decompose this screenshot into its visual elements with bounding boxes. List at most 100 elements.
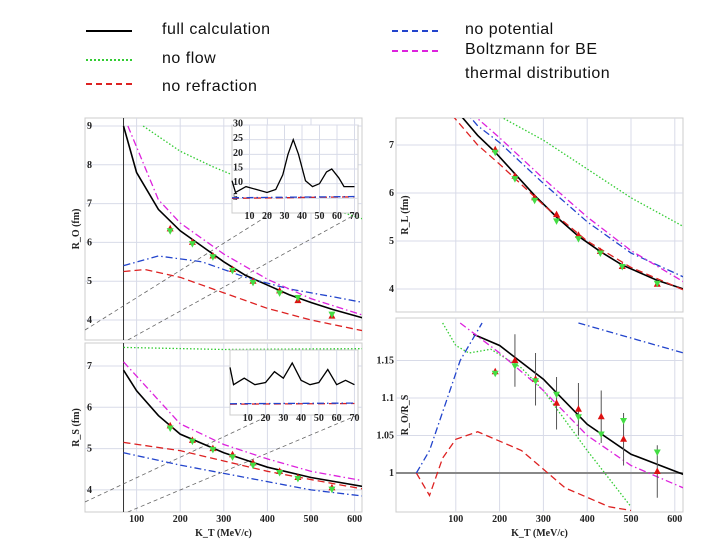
- x-tick-label: 600: [347, 514, 362, 525]
- x-tick-label: 100: [129, 514, 144, 525]
- x-tick-label: 500: [624, 514, 639, 525]
- inset-x-tick-label: 60: [332, 413, 342, 424]
- zoom-guide-line: [85, 212, 273, 331]
- series-line-no-flow: [123, 346, 362, 351]
- y-tick-label: 5: [87, 276, 92, 287]
- inset-y-tick-label: 25: [233, 133, 243, 144]
- panel-top-right: [395, 117, 684, 313]
- data-point-green: [532, 378, 540, 385]
- x-tick-label: 100: [448, 514, 463, 525]
- inset-x-tick-label: 10: [243, 413, 253, 424]
- data-point-green: [511, 363, 519, 370]
- data-point-green: [620, 418, 628, 425]
- inset-series-line: [231, 137, 355, 194]
- data-point-red: [620, 435, 628, 442]
- series-line-no-potential: [578, 322, 683, 354]
- data-point-green: [491, 149, 499, 157]
- inset-series-line: [229, 402, 355, 405]
- legend-label-nopotential: no potential: [465, 21, 554, 38]
- data-point-green: [328, 486, 336, 494]
- y-tick-label: 5: [389, 236, 394, 247]
- data-point-green: [531, 197, 539, 205]
- inset-series-line: [229, 361, 355, 386]
- series-line-no-potential: [123, 452, 362, 497]
- y-tick-label: 9: [87, 121, 92, 132]
- data-point-green: [249, 279, 257, 287]
- data-point-red: [553, 399, 561, 406]
- legend-swatch-boltzmann: [392, 50, 438, 52]
- y-tick-label: 7: [87, 199, 92, 210]
- x-tick-label: 400: [580, 514, 595, 525]
- panel-content: [396, 318, 683, 512]
- data-point-red: [653, 467, 661, 474]
- data-point-green: [653, 280, 661, 288]
- panel-frame: [395, 117, 684, 313]
- y-tick-label: 6: [389, 188, 394, 199]
- y-tick-label: 8: [87, 160, 92, 171]
- inset-x-tick-label: 20: [262, 211, 272, 222]
- y-tick-label: 1.05: [377, 431, 395, 442]
- panel-bottom-right: [395, 317, 684, 513]
- data-point-green: [511, 176, 519, 183]
- data-point-green: [491, 370, 499, 378]
- data-point-green: [553, 391, 561, 399]
- inset-y-tick-label: 10: [233, 177, 243, 188]
- legend-swatch-nopotential: [392, 30, 438, 32]
- data-point-green: [294, 475, 302, 483]
- y-tick-label: 7: [389, 140, 394, 151]
- series-line-full-calculation: [122, 369, 362, 488]
- inset-plot: 10 20 30 40 50 60 70: [229, 349, 359, 424]
- y-tick-label: 4: [389, 284, 394, 295]
- legend-label-boltzmann: Boltzmann for BE: [465, 41, 598, 58]
- data-point-green: [328, 311, 336, 319]
- data-point-green: [188, 241, 196, 248]
- legend-label-thermal: thermal distribution: [465, 65, 611, 82]
- data-point-green: [596, 250, 604, 257]
- inset-y-tick-label: 30: [233, 119, 243, 130]
- x-tick-label: 300: [216, 514, 231, 525]
- series-line-boltzmann-for-be: [123, 361, 362, 482]
- series-line-boltzmann-for-be: [127, 125, 362, 316]
- panel-frame: [395, 317, 684, 513]
- inset-x-tick-label: 40: [296, 413, 306, 424]
- data-point-red: [553, 210, 561, 218]
- x-tick-label: 400: [260, 514, 275, 525]
- legend-swatch-norefraction: [86, 83, 132, 85]
- zoom-guide-line: [127, 212, 359, 340]
- zoom-guide-line: [85, 414, 271, 503]
- data-point-green: [276, 470, 284, 477]
- x-tick-label: 200: [492, 514, 507, 525]
- data-point-green: [229, 454, 237, 461]
- y-tick-label: 6: [87, 237, 92, 248]
- y-axis-label: R_L (fm): [400, 195, 411, 234]
- data-point-red: [597, 412, 605, 420]
- inset-x-tick-label: 60: [332, 211, 342, 222]
- data-point-red: [511, 356, 519, 363]
- x-tick-label: 600: [667, 514, 682, 525]
- panel-content: [396, 118, 683, 312]
- series-line-no-potential: [123, 255, 362, 303]
- x-axis-label: K_T (MeV/c): [195, 528, 252, 539]
- y-tick-label: 5: [87, 444, 92, 455]
- data-point-green: [276, 290, 284, 297]
- series-line-no-potential: [415, 322, 483, 474]
- y-axis-label: R_O (fm): [71, 209, 82, 250]
- series-line-full-calculation: [473, 333, 683, 476]
- series-line-no-flow: [501, 118, 683, 228]
- legend-label-noflow: no flow: [162, 50, 217, 67]
- data-point-green: [166, 228, 174, 235]
- inset-x-tick-label: 20: [261, 413, 271, 424]
- x-tick-label: 500: [304, 514, 319, 525]
- y-tick-label: 4: [87, 315, 92, 326]
- panel-content: [85, 118, 362, 340]
- inset-x-tick-label: 50: [315, 211, 325, 222]
- series-line-boltzmann-for-be: [459, 322, 683, 489]
- y-tick-label: 4: [87, 485, 92, 496]
- inset-x-tick-label: 70: [349, 413, 359, 424]
- data-point-green: [166, 425, 174, 432]
- series-line-no-refraction: [123, 268, 362, 332]
- data-point-green: [249, 462, 257, 470]
